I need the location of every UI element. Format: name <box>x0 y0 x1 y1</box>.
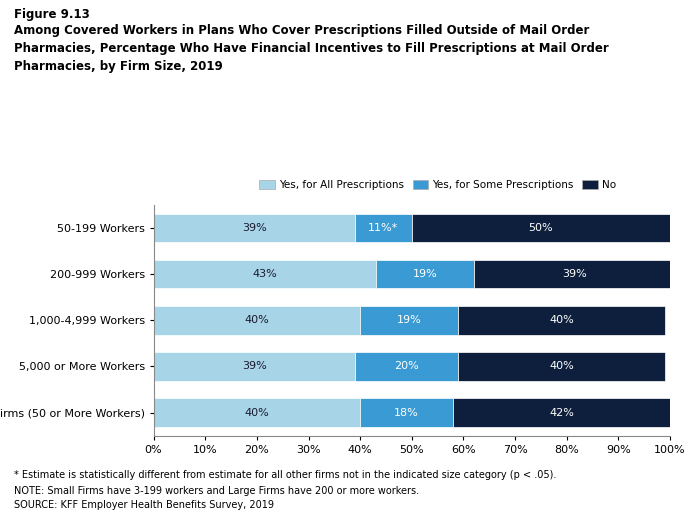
Bar <box>376 260 474 288</box>
Text: SOURCE: KFF Employer Health Benefits Survey, 2019: SOURCE: KFF Employer Health Benefits Sur… <box>14 500 274 510</box>
Text: 19%: 19% <box>413 269 437 279</box>
Text: 40%: 40% <box>549 361 574 372</box>
Legend: Yes, for All Prescriptions, Yes, for Some Prescriptions, No: Yes, for All Prescriptions, Yes, for Som… <box>260 180 616 190</box>
Text: 20%: 20% <box>394 361 419 372</box>
Bar <box>459 352 665 381</box>
Bar <box>360 398 453 427</box>
Bar <box>154 398 360 427</box>
Text: 39%: 39% <box>242 223 267 233</box>
Bar <box>360 306 459 334</box>
Bar <box>453 398 670 427</box>
Bar <box>154 214 355 242</box>
Text: 40%: 40% <box>549 315 574 326</box>
Bar <box>459 306 665 334</box>
Text: NOTE: Small Firms have 3-199 workers and Large Firms have 200 or more workers.: NOTE: Small Firms have 3-199 workers and… <box>14 486 419 496</box>
Bar <box>154 260 376 288</box>
Text: 19%: 19% <box>397 315 422 326</box>
Bar <box>355 214 412 242</box>
Text: Among Covered Workers in Plans Who Cover Prescriptions Filled Outside of Mail Or: Among Covered Workers in Plans Who Cover… <box>14 24 609 72</box>
Text: * Estimate is statistically different from estimate for all other firms not in t: * Estimate is statistically different fr… <box>14 470 556 480</box>
Bar <box>474 260 675 288</box>
Bar <box>154 306 360 334</box>
Text: 18%: 18% <box>394 407 419 418</box>
Text: 39%: 39% <box>242 361 267 372</box>
Bar <box>355 352 459 381</box>
Text: 43%: 43% <box>252 269 277 279</box>
Bar <box>412 214 670 242</box>
Text: 40%: 40% <box>244 315 269 326</box>
Text: 42%: 42% <box>549 407 574 418</box>
Bar <box>154 352 355 381</box>
Text: 39%: 39% <box>562 269 587 279</box>
Text: 11%*: 11%* <box>369 223 399 233</box>
Text: 50%: 50% <box>528 223 554 233</box>
Text: Figure 9.13: Figure 9.13 <box>14 8 90 21</box>
Text: 40%: 40% <box>244 407 269 418</box>
